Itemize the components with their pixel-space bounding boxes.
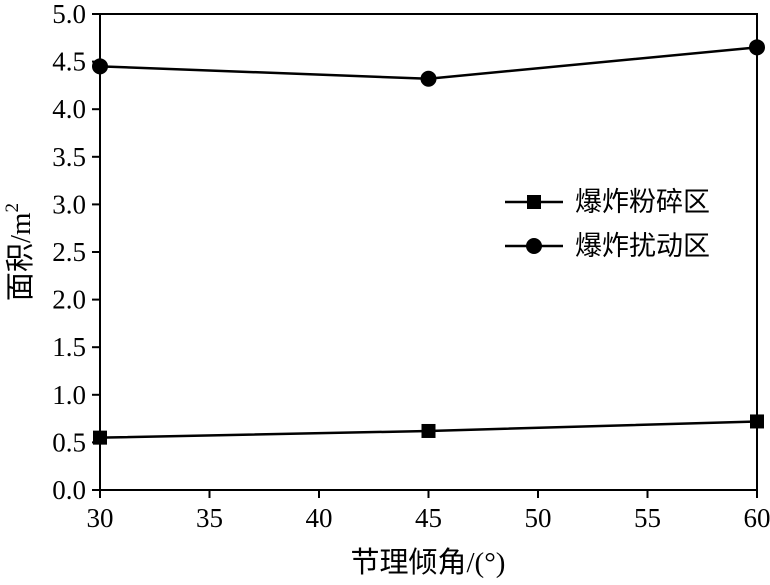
circle-marker-series-1 xyxy=(420,70,437,87)
x-tick-label: 55 xyxy=(634,503,661,533)
y-tick-label: 4.5 xyxy=(52,47,86,77)
square-marker-legend-0 xyxy=(527,195,541,209)
legend-label-0: 爆炸粉碎区 xyxy=(575,187,710,217)
y-axis-label-superscript: 2 xyxy=(2,203,23,213)
y-tick-label: 5.0 xyxy=(52,0,86,29)
x-tick-label: 35 xyxy=(196,503,223,533)
y-axis-label-base: 面积/m xyxy=(5,212,37,301)
y-tick-label: 1.0 xyxy=(52,380,86,410)
y-tick-label: 3.5 xyxy=(52,142,86,172)
square-marker-series-0 xyxy=(421,423,436,438)
circle-marker-series-1 xyxy=(749,39,765,56)
y-tick-label: 1.5 xyxy=(52,332,86,362)
y-tick-label: 0.5 xyxy=(52,427,86,457)
y-tick-label: 2.5 xyxy=(52,237,86,267)
x-tick-label: 30 xyxy=(87,503,114,533)
y-axis-label: 面积/m2 xyxy=(2,203,37,301)
x-tick-label: 45 xyxy=(415,503,442,533)
square-marker-series-0 xyxy=(750,414,764,429)
x-tick-label: 40 xyxy=(306,503,333,533)
circle-marker-series-1 xyxy=(92,58,108,75)
y-tick-label: 2.0 xyxy=(52,285,86,315)
x-axis-label: 节理倾角/(°) xyxy=(351,546,506,579)
plot-layer: 30 35 40 45 50 55 60 0.0 0.5 1.0 1.5 2.0 2.5 3.0 3.5 4.… xyxy=(52,0,770,533)
y-tick-label: 3.0 xyxy=(52,189,86,219)
legend-label-1: 爆炸扰动区 xyxy=(575,231,710,261)
x-tick-label: 60 xyxy=(744,503,770,533)
circle-marker-legend-1 xyxy=(526,238,542,254)
y-tick-label: 4.0 xyxy=(52,94,86,124)
y-tick-label: 0.0 xyxy=(52,475,86,505)
square-marker-series-0 xyxy=(93,430,107,445)
x-tick-label: 50 xyxy=(525,503,552,533)
